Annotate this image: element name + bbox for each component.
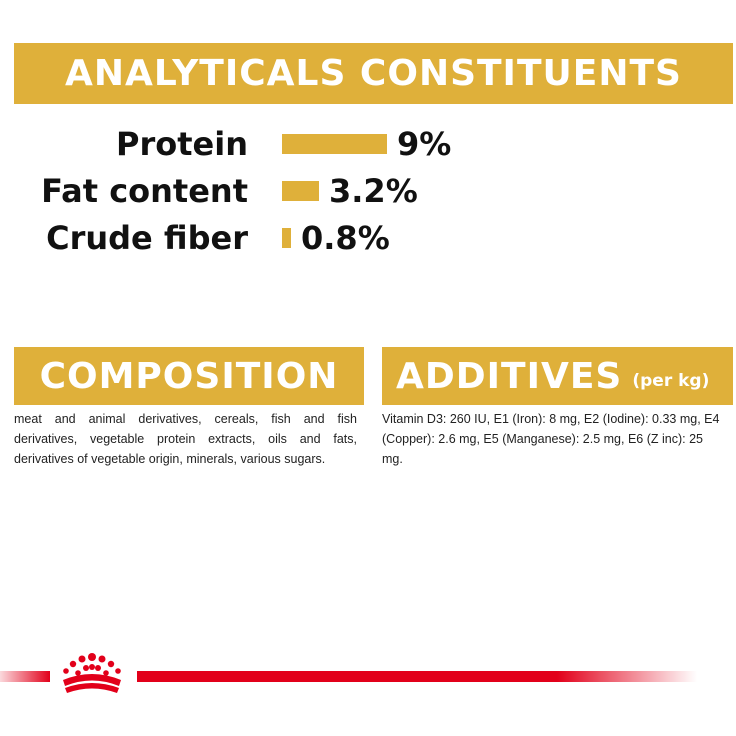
nutrient-row-fiber: Crude fiber 0.8%: [0, 218, 736, 258]
nutrient-value: 0.8%: [301, 219, 390, 257]
composition-text: meat and animal derivatives, cereals, fi…: [14, 412, 357, 466]
nutrient-row-protein: Protein 9%: [0, 124, 736, 164]
nutrient-label: Protein: [116, 125, 248, 163]
composition-banner: COMPOSITION: [14, 347, 364, 405]
additives-banner: ADDITIVES (per kg): [382, 347, 733, 405]
royal-canin-crown-icon: [63, 653, 121, 693]
analytics-banner: ANALYTICALS CONSTITUENTS: [14, 43, 733, 104]
nutrient-value: 9%: [397, 125, 452, 163]
nutrient-bar: [282, 134, 387, 154]
analytics-title: ANALYTICALS CONSTITUENTS: [65, 53, 682, 94]
nutrient-label: Crude fiber: [46, 219, 248, 257]
additives-unit: (per kg): [632, 371, 710, 391]
nutrient-label: Fat content: [41, 172, 248, 210]
nutrient-row-fat: Fat content 3.2%: [0, 171, 736, 211]
nutrient-bar: [282, 228, 291, 248]
composition-title: COMPOSITION: [39, 355, 339, 397]
footer-line-left: [0, 671, 50, 682]
footer-line-right: [137, 671, 697, 682]
nutrient-bar: [282, 181, 319, 201]
additives-title: ADDITIVES: [396, 355, 623, 397]
additives-text: Vitamin D3: 260 IU, E1 (Iron): 8 mg, E2 …: [382, 412, 720, 466]
nutrient-value: 3.2%: [329, 172, 418, 210]
